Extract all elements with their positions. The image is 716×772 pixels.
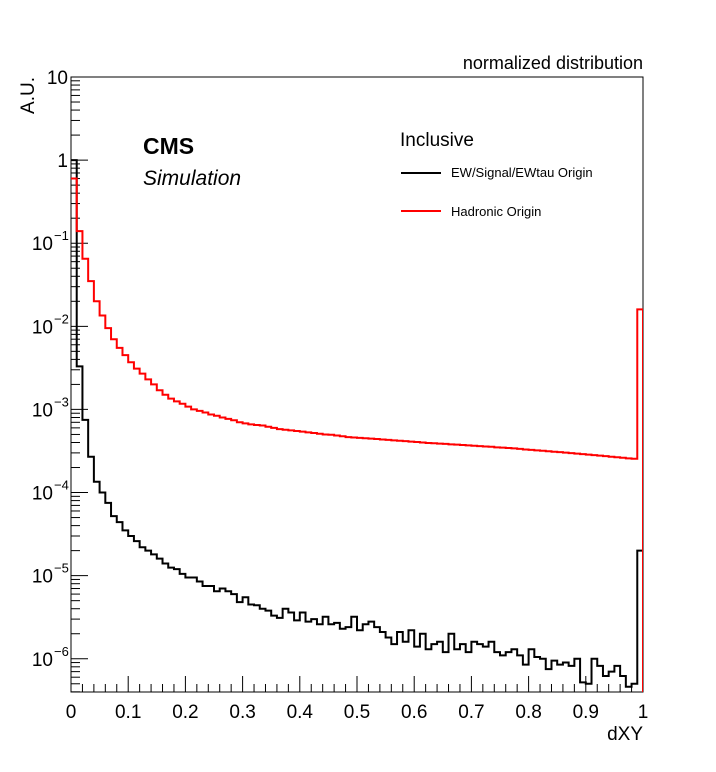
y-tick-exponent: −6	[54, 644, 69, 659]
y-tick-exponent: −2	[54, 311, 69, 326]
x-tick-label: 0.3	[229, 702, 255, 723]
x-axis: 0 0.1 0.2 0.3 0.4 0.5 0.6 0.7 0.8 0.9 1	[66, 676, 649, 723]
legend: Inclusive EW/Signal/EWtau Origin Hadroni…	[400, 130, 593, 219]
x-tick-label: 0.8	[515, 702, 541, 723]
legend-header: Inclusive	[400, 130, 474, 151]
y-tick-label: 10	[32, 400, 53, 421]
cms-label: CMS	[143, 133, 194, 159]
x-tick-label: 0.9	[573, 702, 599, 723]
y-tick-label: 10	[32, 484, 53, 505]
x-tick-label: 0	[66, 702, 77, 723]
y-tick-exponent: −3	[54, 394, 69, 409]
x-tick-label: 0.6	[401, 702, 427, 723]
y-tick-label: 1	[57, 151, 68, 172]
y-tick-label: 10	[32, 234, 53, 255]
x-axis-title: dXY	[607, 724, 643, 745]
y-tick-exponent: −4	[54, 478, 69, 493]
x-tick-label: 0.2	[172, 702, 198, 723]
simulation-label: Simulation	[143, 167, 241, 190]
y-tick-exponent: −5	[54, 561, 69, 576]
x-tick-label: 0.5	[344, 702, 370, 723]
plot-top-title: normalized distribution	[463, 53, 643, 73]
y-tick-label: 10	[47, 68, 68, 89]
y-tick-exponent: −1	[54, 228, 69, 243]
x-tick-label: 0.7	[458, 702, 484, 723]
legend-entry-hadronic: Hadronic Origin	[451, 204, 541, 219]
y-tick-label: 10	[32, 650, 53, 671]
legend-entry-ew-signal: EW/Signal/EWtau Origin	[451, 165, 593, 180]
series-layer	[71, 159, 643, 692]
series-ew-signal-line	[71, 159, 643, 692]
y-axis-title: A.U.	[18, 77, 39, 114]
y-tick-label: 10	[32, 317, 53, 338]
x-tick-label: 1	[638, 702, 649, 723]
x-tick-label: 0.1	[115, 702, 141, 723]
x-tick-label: 0.4	[287, 702, 314, 723]
y-tick-label: 10	[32, 567, 53, 588]
series-hadronic-line	[71, 177, 643, 692]
